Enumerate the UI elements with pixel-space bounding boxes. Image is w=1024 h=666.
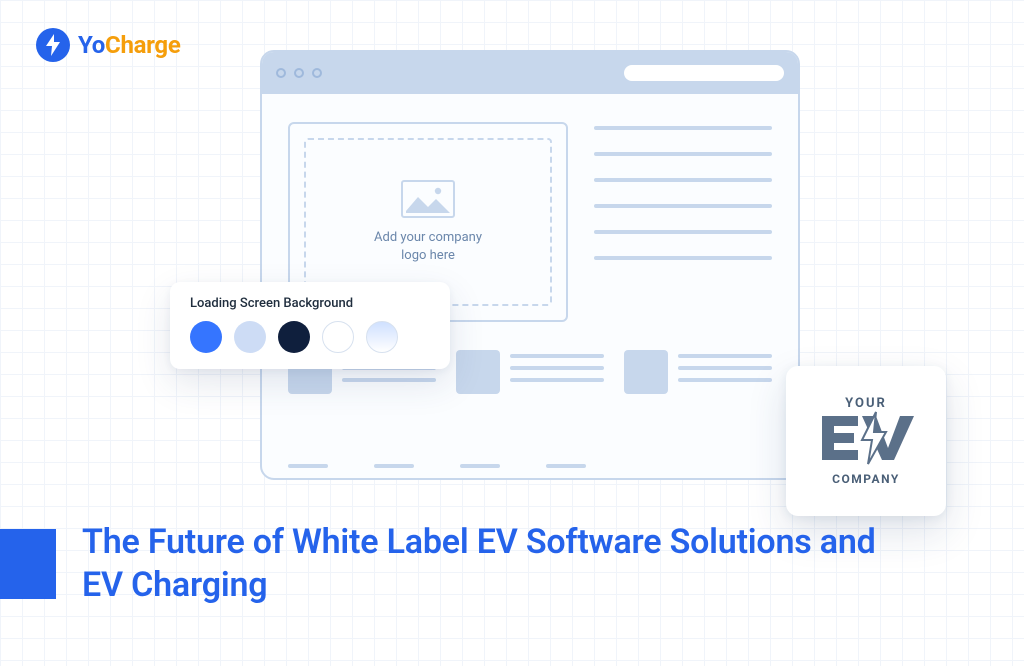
logo-upload-dropzone[interactable]: Add your company logo here <box>304 138 552 306</box>
window-controls <box>276 68 322 78</box>
tab-indicator <box>288 464 328 468</box>
color-swatch[interactable] <box>190 321 222 353</box>
ev-company-card: YOUR COMPANY <box>786 366 946 516</box>
card-lines <box>678 350 772 394</box>
window-dot <box>312 68 322 78</box>
placeholder-line <box>678 366 772 370</box>
ev-logo: YOUR COMPANY <box>818 397 914 485</box>
ev-text-bottom: COMPANY <box>818 473 914 485</box>
card-thumb <box>624 350 668 394</box>
image-placeholder-icon <box>400 179 456 219</box>
placeholder-line <box>594 256 772 260</box>
placeholder-line <box>678 354 772 358</box>
ev-mark-icon <box>818 410 914 466</box>
sidebar-line-group <box>594 122 772 322</box>
bottom-tabs <box>288 464 586 468</box>
placeholder-line <box>510 378 604 382</box>
brand-logo: YoCharge <box>36 28 180 62</box>
placeholder-line <box>342 378 436 382</box>
browser-titlebar <box>262 52 798 94</box>
color-swatch[interactable] <box>322 321 354 353</box>
placeholder-line <box>594 178 772 182</box>
card-thumb <box>456 350 500 394</box>
placeholder-line <box>594 152 772 156</box>
card-lines <box>510 350 604 394</box>
placeholder-line <box>594 230 772 234</box>
headline-accent-bar <box>0 529 56 599</box>
placeholder-line <box>594 126 772 130</box>
color-swatch[interactable] <box>366 321 398 353</box>
tab-indicator <box>546 464 586 468</box>
upload-caption: Add your company logo here <box>374 229 482 264</box>
placeholder-line <box>510 354 604 358</box>
palette-swatches <box>190 321 430 353</box>
placeholder-line <box>510 366 604 370</box>
window-dot <box>276 68 286 78</box>
illustration-stage: Add your company logo here Loading Scree… <box>260 50 870 510</box>
tab-indicator <box>460 464 500 468</box>
ev-text-top: YOUR <box>818 397 914 410</box>
upload-caption-line2: logo here <box>374 247 482 265</box>
placeholder-line <box>594 204 772 208</box>
browser-mock: Add your company logo here <box>260 50 800 480</box>
brand-badge <box>36 28 70 62</box>
brand-text-charge: Charge <box>105 31 180 59</box>
color-swatch[interactable] <box>234 321 266 353</box>
brand-wordmark: YoCharge <box>78 31 180 59</box>
brand-text-yo: Yo <box>78 31 105 59</box>
palette-title: Loading Screen Background <box>190 296 430 311</box>
card-placeholder <box>624 350 772 394</box>
tab-indicator <box>374 464 414 468</box>
bolt-icon <box>44 34 62 56</box>
card-placeholder <box>456 350 604 394</box>
color-swatch[interactable] <box>278 321 310 353</box>
placeholder-line <box>678 378 772 382</box>
address-bar-placeholder <box>624 65 784 81</box>
window-dot <box>294 68 304 78</box>
color-palette-card: Loading Screen Background <box>170 282 450 369</box>
page-title: The Future of White Label EV Software So… <box>82 521 902 606</box>
upload-caption-line1: Add your company <box>374 229 482 247</box>
headline-block: The Future of White Label EV Software So… <box>0 521 942 606</box>
